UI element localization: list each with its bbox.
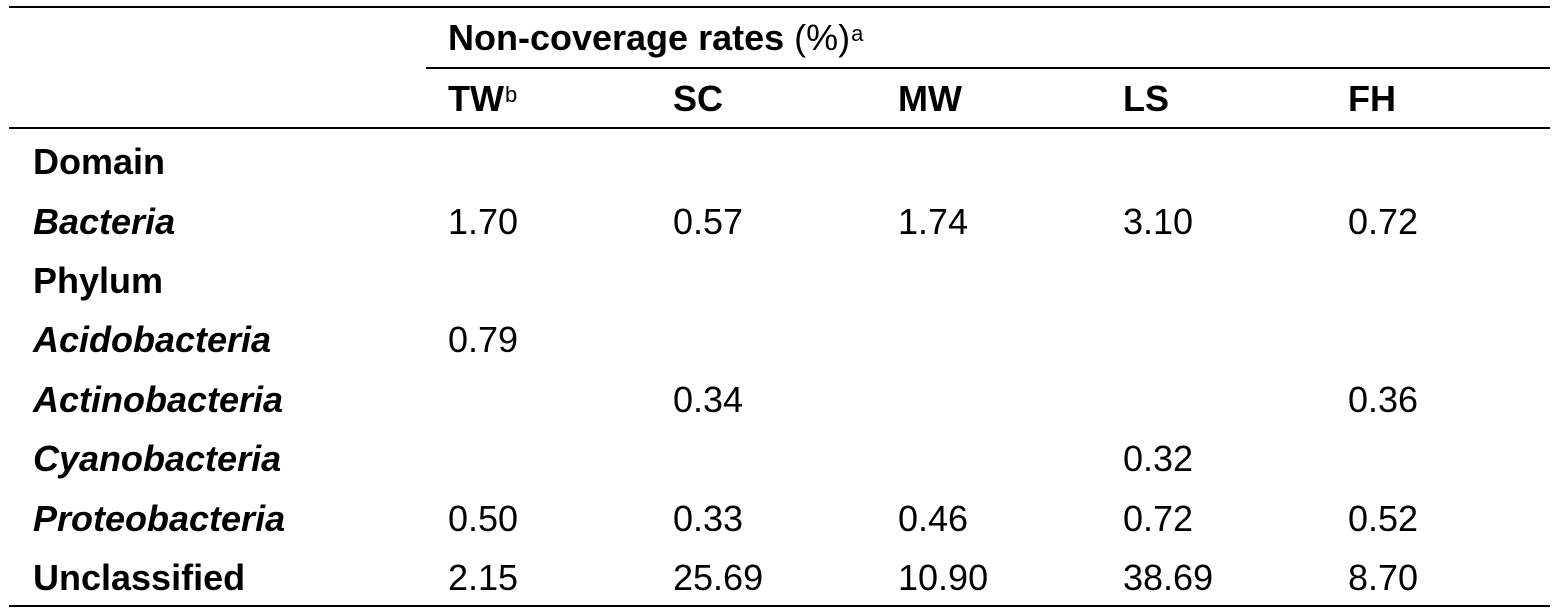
column-header-fh: FH bbox=[1348, 78, 1396, 119]
table-cell: 0.57 bbox=[673, 201, 744, 242]
table-cell: 25.69 bbox=[673, 557, 764, 598]
row-label-acidobacteria: Acidobacteria bbox=[33, 319, 272, 360]
table-top-rule bbox=[9, 6, 1550, 8]
table-cell: 10.90 bbox=[898, 557, 989, 598]
table-cell: 0.79 bbox=[448, 319, 519, 360]
table-cell: 2.15 bbox=[448, 557, 519, 598]
table-cell: 0.32 bbox=[1123, 438, 1194, 479]
row-label-domain: Domain bbox=[33, 141, 166, 182]
column-header-label: TW bbox=[448, 78, 504, 119]
group-header-rule bbox=[426, 67, 1550, 69]
table-cell: 0.50 bbox=[448, 498, 519, 539]
row-label-proteobacteria: Proteobacteria bbox=[33, 498, 286, 539]
group-header-unit: (%) bbox=[784, 17, 851, 58]
table-cell: 3.10 bbox=[1123, 201, 1194, 242]
table-cell: 0.72 bbox=[1123, 498, 1194, 539]
row-label-unclassified: Unclassified bbox=[33, 557, 246, 598]
row-label-phylum: Phylum bbox=[33, 260, 164, 301]
group-header: Non-coverage rates (%)a bbox=[448, 18, 863, 58]
column-header-sc: SC bbox=[673, 78, 724, 119]
table-cell: 0.46 bbox=[898, 498, 969, 539]
table-cell: 38.69 bbox=[1123, 557, 1214, 598]
row-label-actinobacteria: Actinobacteria bbox=[33, 379, 284, 420]
table-cell: 1.70 bbox=[448, 201, 519, 242]
table-cell: 1.74 bbox=[898, 201, 969, 242]
table-cell: 0.34 bbox=[673, 379, 744, 420]
table-cell: 0.33 bbox=[673, 498, 744, 539]
column-header-tw: TWb bbox=[448, 79, 517, 119]
column-header-ls: LS bbox=[1123, 78, 1170, 119]
table-cell: 0.36 bbox=[1348, 379, 1419, 420]
column-header-footnote-marker: b bbox=[504, 82, 518, 107]
column-header-mw: MW bbox=[898, 78, 962, 119]
table-cell: 0.52 bbox=[1348, 498, 1419, 539]
row-label-cyanobacteria: Cyanobacteria bbox=[33, 438, 282, 479]
column-header-rule bbox=[9, 127, 1550, 129]
table-cell: 0.72 bbox=[1348, 201, 1419, 242]
group-header-footnote-marker: a bbox=[851, 21, 864, 46]
table-bottom-rule bbox=[9, 605, 1550, 607]
group-header-label: Non-coverage rates bbox=[448, 17, 785, 58]
row-label-bacteria: Bacteria bbox=[33, 201, 176, 242]
table-cell: 8.70 bbox=[1348, 557, 1419, 598]
